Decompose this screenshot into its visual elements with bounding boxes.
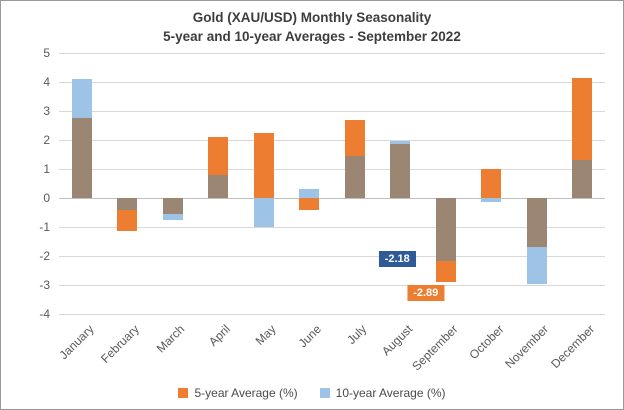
y-tick-label: 3 — [43, 104, 50, 118]
y-tick-label: -4 — [39, 307, 50, 321]
gridline — [59, 82, 605, 83]
data-label--2.18: -2.18 — [378, 251, 416, 268]
chart-title-line2: 5-year and 10-year Averages - September … — [163, 28, 461, 44]
bar-december-overlap — [572, 160, 593, 198]
bar-june-10yr — [299, 189, 320, 198]
legend: 5-year Average (%) 10-year Average (%) — [1, 386, 623, 400]
legend-swatch — [319, 388, 330, 398]
legend-label: 10-year Average (%) — [335, 386, 446, 400]
bar-may-10yr — [253, 198, 274, 227]
bar-june-5yr — [299, 198, 320, 210]
y-tick-label: 5 — [43, 46, 50, 60]
plot-area: -4 -3 -2 -1 0 1 2 3 4 5 January February March April M… — [39, 46, 605, 373]
y-tick-label: -1 — [39, 220, 50, 234]
y-tick-label: -3 — [39, 278, 50, 292]
x-axis-label-june: June — [295, 322, 325, 351]
bar-april-overlap — [208, 174, 229, 198]
bar-january-10yr — [71, 79, 92, 119]
gridline — [59, 256, 605, 257]
chart-title: Gold (XAU/USD) Monthly Seasonality 5-yea… — [1, 9, 623, 47]
legend-item: 5-year Average (%) — [178, 386, 298, 400]
y-tick-label: 1 — [43, 162, 50, 176]
x-axis-label-april: April — [206, 322, 234, 349]
gridline — [59, 227, 605, 228]
y-tick-label: 4 — [43, 75, 50, 89]
bar-august-10yr — [390, 141, 411, 145]
y-tick-label: 0 — [43, 191, 50, 205]
legend-swatch — [178, 388, 189, 398]
x-axis-label-february: February — [98, 322, 143, 366]
x-axis-label-january: January — [56, 322, 97, 363]
bar-july-overlap — [344, 155, 365, 198]
x-axis-label-september: September — [409, 322, 461, 374]
chart-title-line1: Gold (XAU/USD) Monthly Seasonality — [192, 10, 432, 25]
bar-january-overlap — [71, 118, 92, 198]
gridline — [59, 314, 605, 315]
legend-item: 10-year Average (%) — [319, 386, 446, 400]
x-axis-label-november: November — [502, 322, 552, 372]
x-axis-label-may: May — [252, 322, 279, 348]
bar-march-10yr — [162, 213, 183, 220]
bar-march-overlap — [162, 198, 183, 214]
bar-september-overlap — [435, 198, 456, 262]
gridline — [59, 53, 605, 54]
gridline — [59, 285, 605, 286]
gridline — [59, 169, 605, 170]
x-axis-label-march: March — [154, 322, 188, 356]
bar-february-5yr — [117, 209, 138, 232]
bar-may-5yr — [253, 132, 274, 198]
x-axis-label-december: December — [548, 322, 598, 372]
bar-october-10yr — [481, 198, 502, 203]
bar-november-10yr — [526, 247, 547, 284]
bar-october-5yr — [481, 169, 502, 198]
bar-august-overlap — [390, 144, 411, 198]
x-axis-label-october: October — [466, 322, 507, 363]
x-axis-label-july: July — [344, 322, 370, 347]
gridline — [59, 111, 605, 112]
legend-label: 5-year Average (%) — [194, 386, 298, 400]
y-tick-label: -2 — [39, 249, 50, 263]
x-axis-label-august: August — [378, 322, 416, 359]
data-label--2.89: -2.89 — [407, 284, 445, 301]
bar-november-overlap — [526, 198, 547, 248]
bar-february-overlap — [117, 198, 138, 210]
y-tick-label: 2 — [43, 133, 50, 147]
bar-december-5yr — [572, 77, 593, 161]
bar-july-5yr — [344, 119, 365, 156]
bar-september-5yr — [435, 261, 456, 282]
x-axis-line — [59, 198, 605, 199]
gridline — [59, 140, 605, 141]
bar-april-5yr — [208, 137, 229, 175]
